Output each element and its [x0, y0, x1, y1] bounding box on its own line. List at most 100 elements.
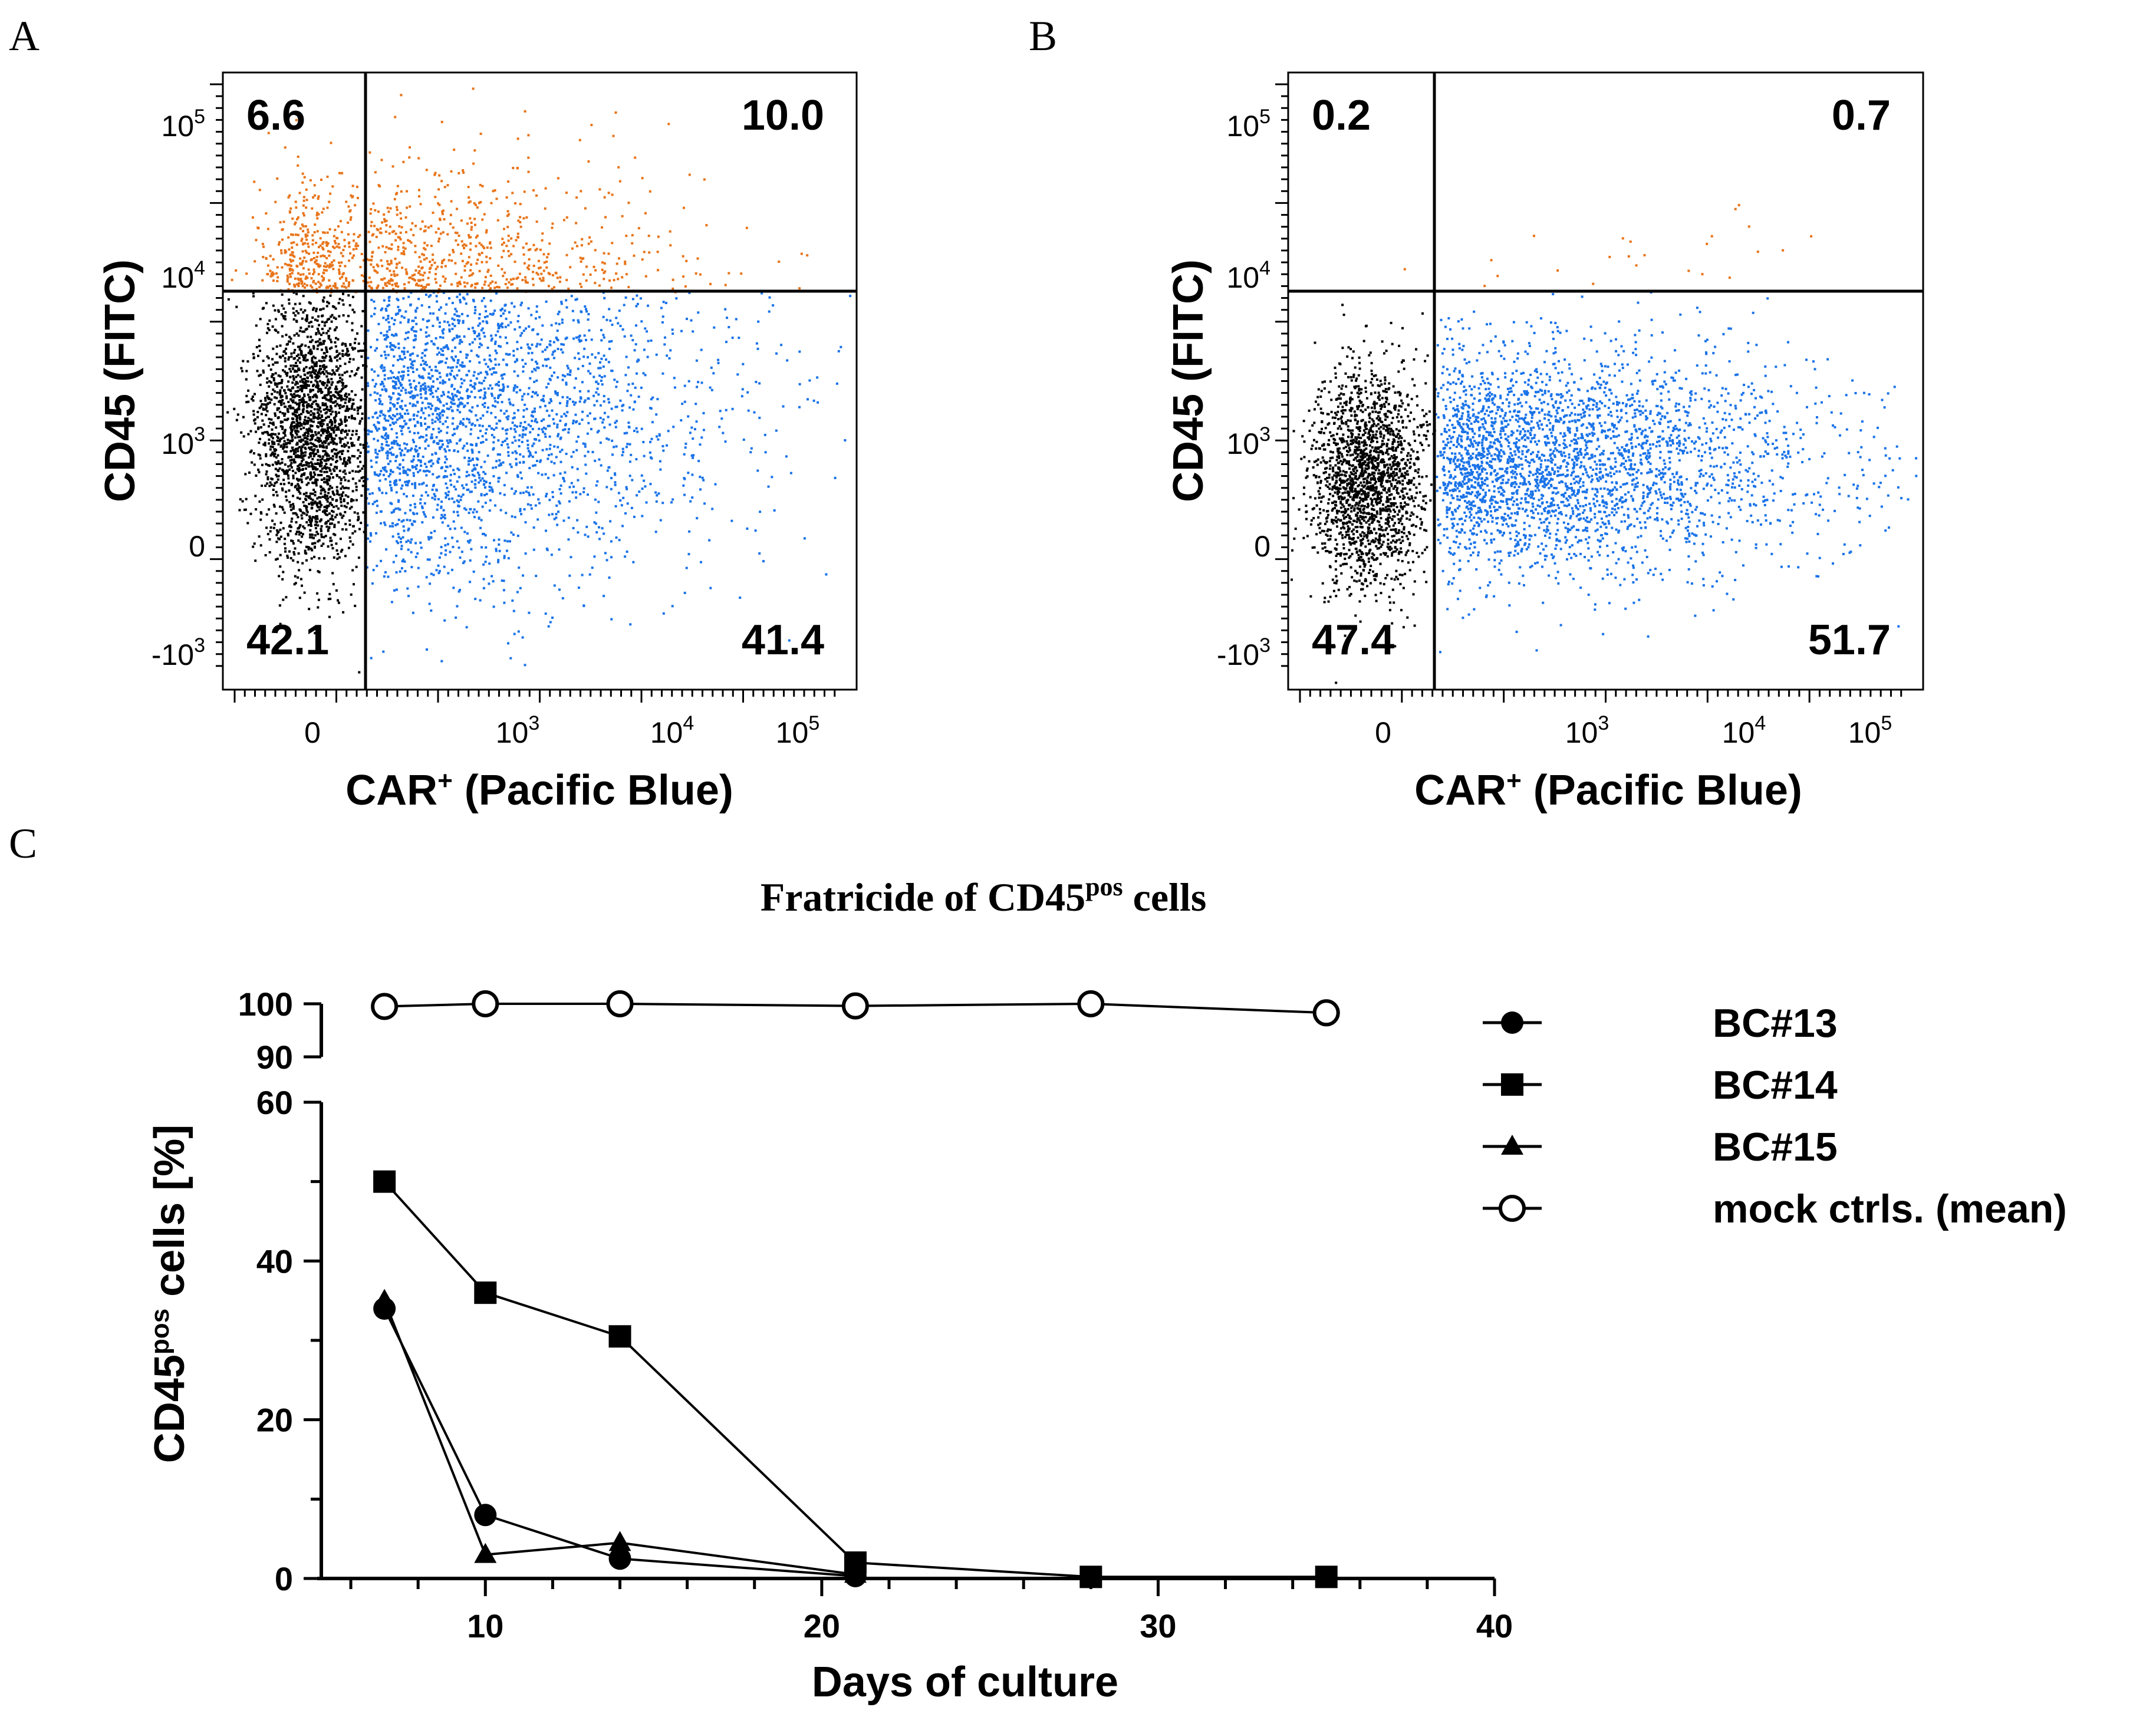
- event-dot: [389, 452, 392, 454]
- event-dot: [628, 443, 631, 446]
- event-dot: [327, 598, 330, 601]
- event-dot: [316, 436, 319, 439]
- event-dot: [404, 483, 407, 486]
- event-dot: [442, 509, 445, 512]
- event-dot: [445, 450, 447, 453]
- event-dot: [325, 384, 328, 387]
- event-dot: [432, 253, 435, 256]
- event-dot: [301, 464, 304, 467]
- event-dot: [331, 410, 334, 413]
- event-dot: [550, 460, 553, 463]
- event-dot: [404, 480, 407, 483]
- event-dot: [577, 586, 580, 589]
- event-dot: [672, 498, 674, 501]
- event-dot: [480, 329, 483, 332]
- event-dot: [294, 547, 297, 550]
- event-dot: [275, 329, 278, 332]
- event-dot: [342, 491, 345, 494]
- event-dot: [282, 436, 285, 439]
- event-dot: [515, 452, 518, 454]
- event-dot: [516, 320, 519, 323]
- event-dot: [338, 315, 341, 318]
- event-dot: [483, 316, 486, 318]
- event-dot: [503, 439, 506, 442]
- event-dot: [531, 427, 534, 430]
- event-dot: [316, 502, 319, 505]
- event-dot: [282, 571, 285, 574]
- event-dot: [407, 528, 410, 530]
- event-dot: [444, 381, 447, 384]
- event-dot: [440, 552, 443, 555]
- event-dot: [526, 439, 529, 442]
- event-dot: [509, 403, 512, 406]
- event-dot: [318, 474, 321, 477]
- event-dot: [456, 390, 459, 393]
- event-dot: [311, 361, 314, 364]
- event-dot: [452, 366, 455, 369]
- event-dot: [461, 361, 464, 364]
- event-dot: [314, 393, 317, 396]
- event-dot: [682, 484, 685, 487]
- event-dot: [330, 522, 333, 525]
- event-dot: [379, 383, 382, 386]
- event-dot: [439, 401, 442, 404]
- event-dot: [235, 269, 238, 272]
- event-dot: [581, 381, 584, 384]
- event-dot: [475, 414, 478, 417]
- event-dot: [308, 301, 311, 304]
- event-dot: [462, 364, 465, 367]
- event-dot: [599, 404, 602, 407]
- event-dot: [447, 494, 449, 497]
- event-dot: [512, 389, 515, 392]
- event-dot: [308, 429, 311, 432]
- event-dot: [410, 447, 413, 450]
- event-dot: [440, 410, 443, 413]
- event-dot: [427, 283, 430, 286]
- event-dot: [423, 502, 426, 505]
- event-dot: [607, 361, 610, 364]
- event-dot: [507, 235, 510, 238]
- event-dot: [535, 345, 538, 348]
- event-dot: [424, 225, 427, 228]
- event-dot: [623, 432, 626, 435]
- event-dot: [302, 421, 305, 424]
- event-dot: [334, 345, 337, 348]
- event-dot: [314, 542, 317, 545]
- event-dot: [712, 372, 715, 375]
- event-dot: [429, 377, 432, 380]
- event-dot: [416, 420, 419, 423]
- event-dot: [311, 482, 314, 484]
- event-dot: [318, 539, 321, 542]
- event-dot: [307, 345, 310, 348]
- event-dot: [404, 391, 407, 394]
- event-dot: [388, 299, 390, 302]
- event-dot: [569, 369, 572, 372]
- event-dot: [531, 358, 534, 361]
- event-dot: [393, 322, 396, 325]
- event-dot: [397, 542, 399, 545]
- event-dot: [311, 533, 314, 536]
- event-dot: [508, 213, 510, 216]
- event-dot: [279, 505, 281, 508]
- event-dot: [390, 428, 393, 431]
- event-dot: [452, 546, 455, 548]
- event-dot: [394, 460, 397, 463]
- event-dot: [327, 459, 330, 462]
- event-dot: [465, 302, 468, 305]
- event-dot: [420, 356, 423, 359]
- event-dot: [328, 469, 331, 472]
- event-dot: [294, 348, 297, 351]
- event-dot: [643, 348, 646, 351]
- event-dot: [356, 332, 358, 335]
- event-dot: [400, 567, 403, 570]
- event-dot: [304, 318, 307, 321]
- event-dot: [370, 298, 373, 301]
- event-dot: [516, 535, 519, 537]
- event-dot: [370, 220, 373, 223]
- event-dot: [741, 388, 744, 391]
- event-dot: [558, 322, 561, 325]
- event-dot: [403, 350, 406, 353]
- event-dot: [276, 383, 279, 385]
- event-dot: [306, 420, 309, 423]
